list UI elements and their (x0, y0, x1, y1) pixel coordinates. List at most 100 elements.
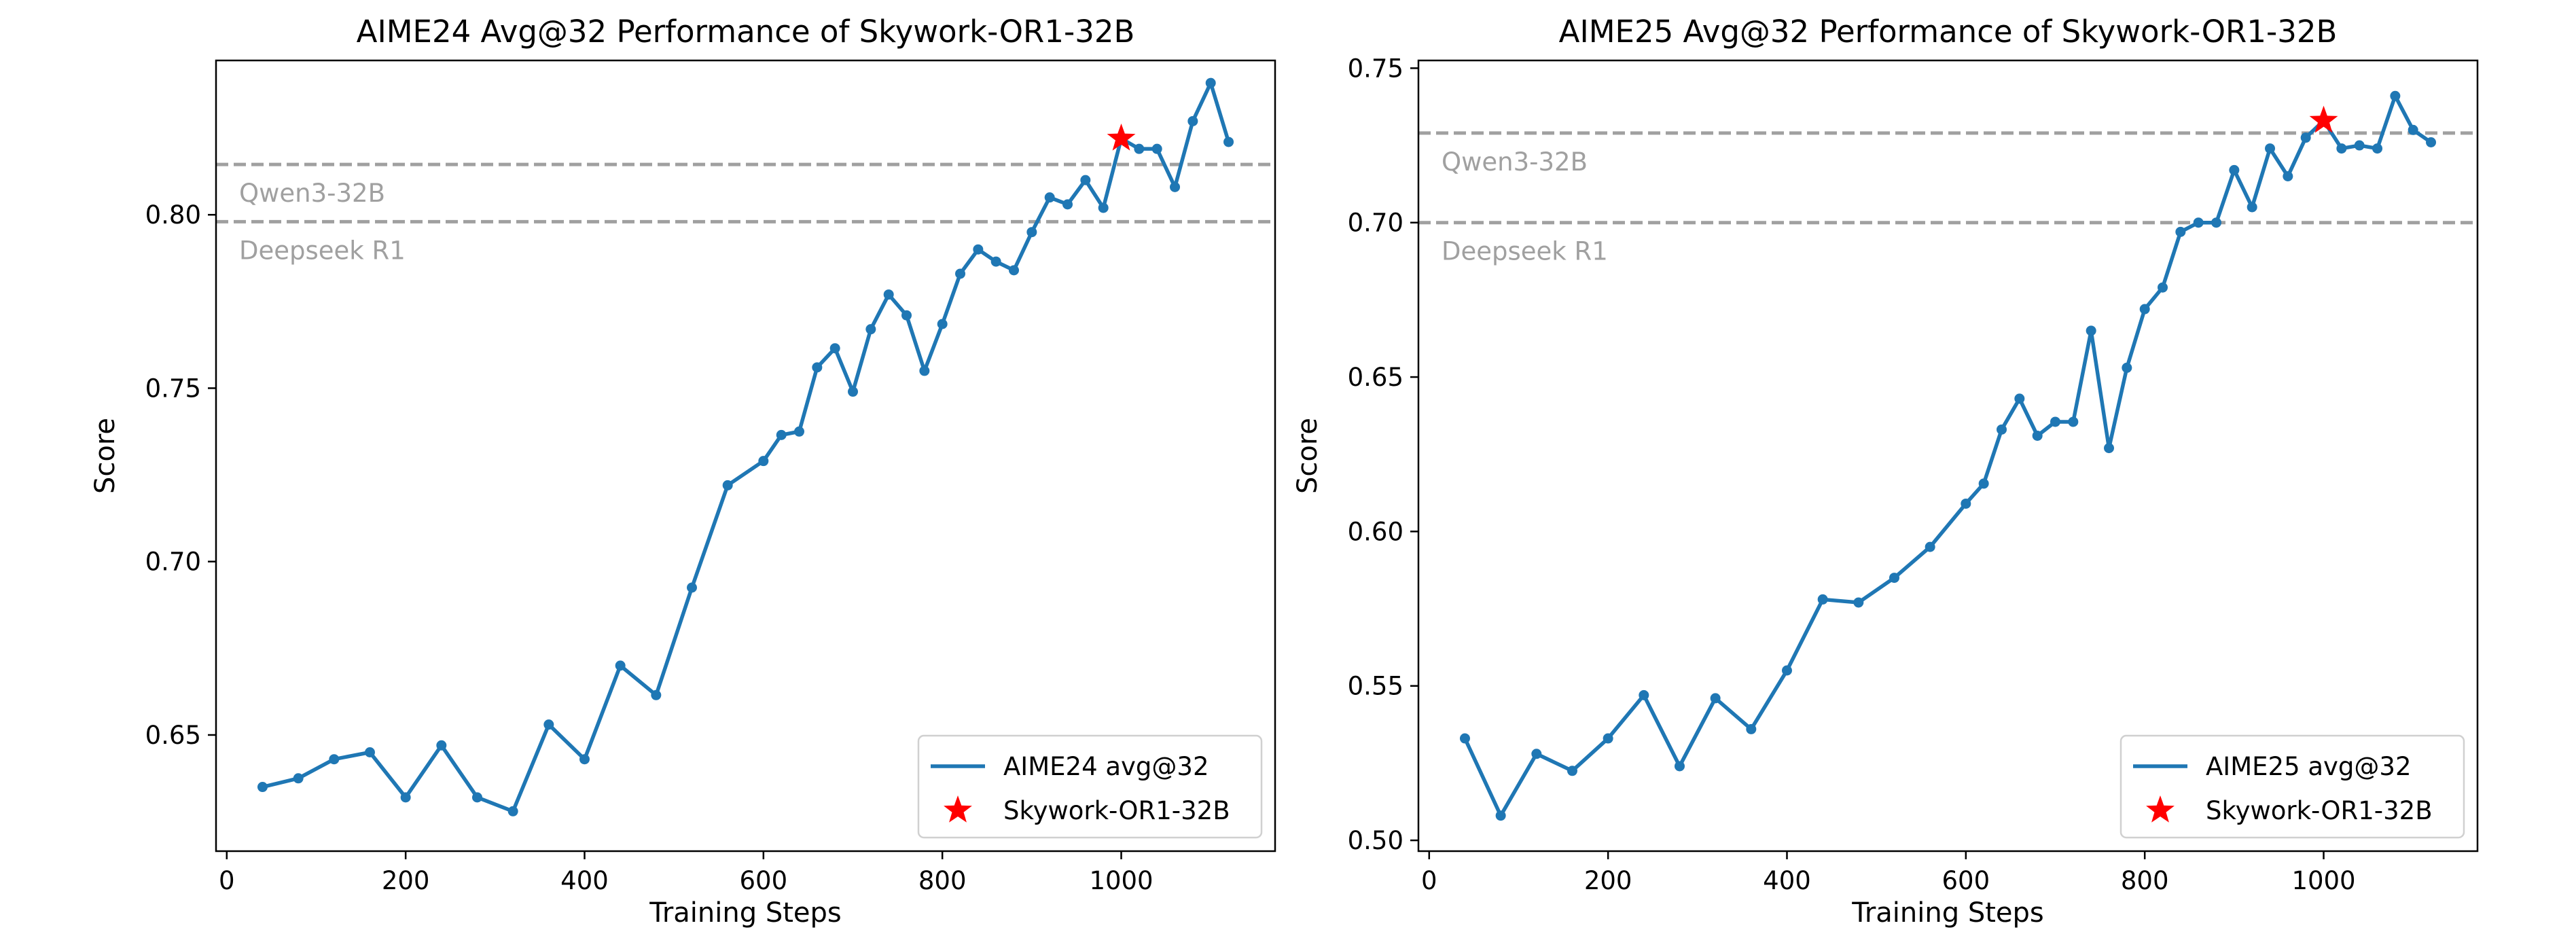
y-tick-label: 0.70 (145, 548, 201, 577)
data-point (2068, 416, 2079, 427)
data-point (1062, 199, 1073, 210)
data-point (1170, 181, 1181, 192)
highlight-star (2309, 105, 2338, 133)
data-point (329, 754, 340, 765)
data-point (2265, 143, 2276, 154)
y-tick-label: 0.75 (145, 374, 201, 403)
y-tick-label: 0.70 (1348, 209, 1403, 238)
data-point (973, 244, 984, 255)
legend-entry-series: AIME24 avg@32 (1003, 752, 1209, 781)
data-point (794, 426, 805, 437)
y-axis-label: Score (1292, 418, 1323, 494)
data-point (955, 268, 966, 279)
x-tick-label: 400 (560, 866, 609, 895)
chart-title: AIME24 Avg@32 Performance of Skywork-OR1… (357, 14, 1135, 50)
data-point (2104, 443, 2115, 454)
y-tick-label: 0.55 (1348, 672, 1403, 701)
data-point (901, 310, 912, 321)
data-point (2158, 282, 2168, 293)
data-point (1817, 594, 1828, 605)
data-point (2354, 140, 2365, 151)
x-axis-label: Training Steps (1851, 897, 2043, 929)
data-point (686, 582, 697, 593)
legend-box (917, 734, 1263, 839)
data-point (1495, 810, 1506, 821)
data-point (883, 289, 894, 300)
data-point (543, 719, 554, 730)
data-point (400, 792, 411, 803)
data-point (1853, 597, 1864, 608)
data-point (1098, 202, 1109, 213)
data-point (436, 740, 447, 751)
reference-line-label: Qwen3-32B (239, 179, 385, 208)
x-tick-label: 1000 (2291, 866, 2355, 895)
x-tick-label: 400 (1763, 866, 1811, 895)
y-tick-label: 0.75 (1348, 54, 1403, 83)
x-tick-label: 200 (1584, 866, 1632, 895)
legend: AIME25 avg@32 Skywork-OR1-32B (2119, 734, 2465, 839)
data-point (2426, 137, 2437, 147)
data-point (1781, 665, 1792, 676)
data-point (1567, 766, 1577, 776)
data-point (1746, 723, 1757, 734)
data-point (722, 480, 733, 490)
data-point (1009, 265, 1020, 276)
data-point (2193, 217, 2204, 228)
x-tick-label: 600 (740, 866, 788, 895)
x-tick-label: 200 (382, 866, 430, 895)
legend-entry-series: AIME25 avg@32 (2206, 752, 2412, 781)
data-point (937, 319, 948, 329)
data-point (2014, 393, 2025, 404)
y-tick-label: 0.65 (145, 721, 201, 750)
x-tick-label: 800 (2121, 866, 2169, 895)
data-point (1889, 573, 1899, 584)
y-axis-label: Score (90, 418, 121, 494)
reference-line-label: Qwen3-32B (1442, 147, 1588, 177)
reference-line-label: Deepseek R1 (239, 236, 406, 265)
legend-entry-highlight: Skywork-OR1-32B (1003, 796, 1230, 825)
data-point (2372, 143, 2383, 154)
data-point (2175, 226, 2186, 237)
data-point (2283, 171, 2293, 182)
x-tick-label: 800 (918, 866, 967, 895)
data-point (1459, 733, 1470, 744)
data-point (2086, 325, 2096, 336)
data-point (651, 689, 662, 700)
data-point (2229, 164, 2240, 175)
data-point (1674, 761, 1685, 772)
legend-star-swatch (2146, 795, 2175, 823)
series-line (260, 81, 1231, 814)
data-point (2336, 143, 2347, 154)
data-point (1710, 693, 1721, 704)
data-point (1603, 733, 1613, 744)
data-point (1639, 689, 1649, 700)
legend-star-swatch (944, 795, 972, 823)
data-point (257, 782, 268, 793)
data-point (507, 806, 518, 817)
data-point (990, 256, 1001, 267)
data-point (2050, 416, 2061, 427)
reference-line-label: Deepseek R1 (1442, 237, 1608, 266)
y-tick-label: 0.50 (1348, 826, 1403, 855)
data-point (848, 387, 859, 397)
data-point (1961, 498, 1971, 509)
data-point (2032, 430, 2043, 441)
legend: AIME24 avg@32 Skywork-OR1-32B (917, 734, 1263, 839)
x-axis-label: Training Steps (649, 897, 841, 929)
data-point (1151, 143, 1162, 154)
data-point (1978, 478, 1989, 489)
data-point (2139, 304, 2150, 315)
legend-entry-highlight: Skywork-OR1-32B (2206, 796, 2433, 825)
data-point (1531, 749, 1542, 759)
data-point (2247, 202, 2257, 213)
data-point (615, 660, 626, 671)
data-point (2122, 362, 2132, 373)
x-tick-label: 1000 (1089, 866, 1153, 895)
data-point (829, 343, 840, 354)
data-point (2211, 217, 2222, 228)
data-point (1026, 227, 1037, 238)
data-point (2300, 132, 2311, 143)
data-point (1205, 77, 1216, 88)
data-point (2408, 124, 2418, 135)
